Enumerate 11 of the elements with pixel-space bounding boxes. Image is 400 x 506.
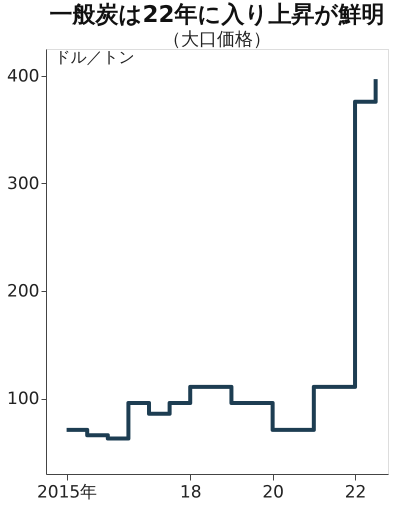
x-tick-label: 22 xyxy=(344,482,366,502)
x-tick-label: 2015年 xyxy=(36,482,98,502)
chart-subtitle: （大口価格） xyxy=(163,29,271,50)
x-tick-label: 18 xyxy=(180,482,202,502)
y-tick-label: 100 xyxy=(7,389,40,410)
y-tick-label: 300 xyxy=(7,174,40,194)
y-tick-label: 200 xyxy=(7,282,40,302)
y-axis-title: ドル／トン xyxy=(54,48,134,66)
chart-title: 一般炭は22年に入り上昇が鮮明 xyxy=(49,2,385,28)
x-tick-label: 20 xyxy=(262,482,284,502)
y-tick-label: 400 xyxy=(7,66,40,86)
